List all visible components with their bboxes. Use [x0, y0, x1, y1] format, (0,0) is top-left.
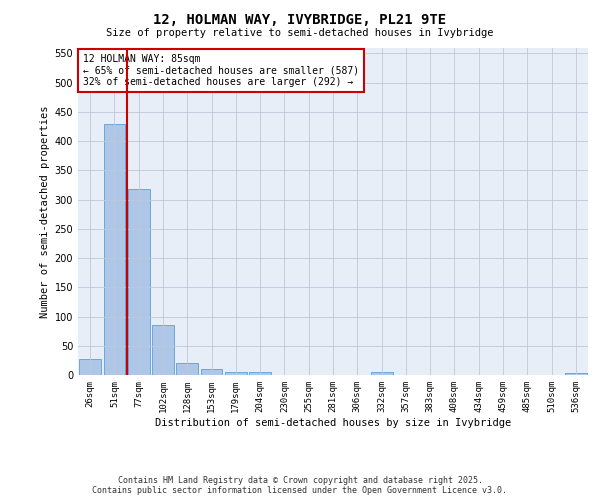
X-axis label: Distribution of semi-detached houses by size in Ivybridge: Distribution of semi-detached houses by …	[155, 418, 511, 428]
Bar	[79, 359, 101, 375]
Text: Contains HM Land Registry data © Crown copyright and database right 2025.
Contai: Contains HM Land Registry data © Crown c…	[92, 476, 508, 495]
Bar	[176, 362, 198, 375]
Y-axis label: Number of semi-detached properties: Number of semi-detached properties	[40, 105, 50, 318]
Bar	[249, 372, 271, 375]
Text: Size of property relative to semi-detached houses in Ivybridge: Size of property relative to semi-detach…	[106, 28, 494, 38]
Bar	[104, 124, 125, 375]
Bar	[128, 189, 149, 375]
Text: 12 HOLMAN WAY: 85sqm
← 65% of semi-detached houses are smaller (587)
32% of semi: 12 HOLMAN WAY: 85sqm ← 65% of semi-detac…	[83, 54, 359, 87]
Bar	[565, 372, 587, 375]
Bar	[225, 372, 247, 375]
Bar	[152, 326, 174, 375]
Bar	[371, 372, 392, 375]
Text: 12, HOLMAN WAY, IVYBRIDGE, PL21 9TE: 12, HOLMAN WAY, IVYBRIDGE, PL21 9TE	[154, 12, 446, 26]
Bar	[200, 369, 223, 375]
